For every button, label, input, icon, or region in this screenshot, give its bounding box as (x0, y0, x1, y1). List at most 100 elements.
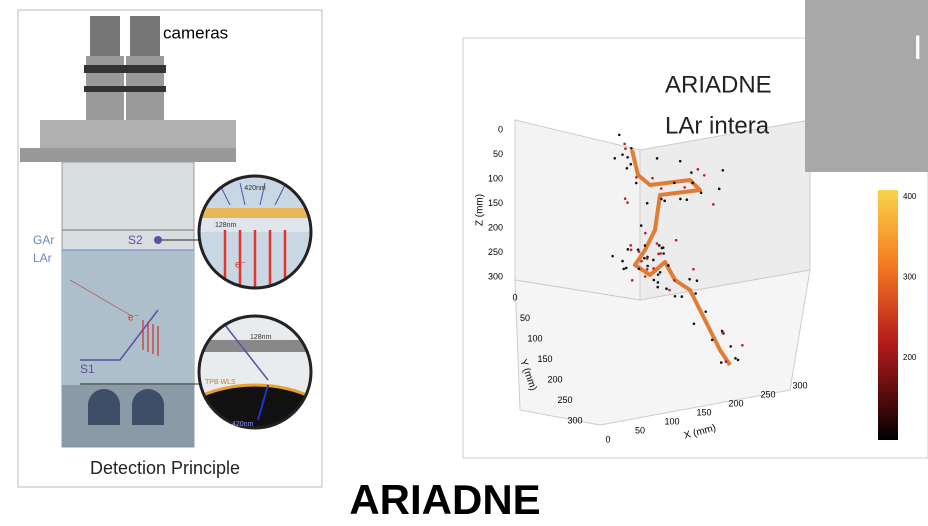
track-dot (699, 191, 703, 195)
plot-title: ARIADNE (665, 71, 772, 98)
track-dot (639, 224, 643, 227)
track-dot (704, 310, 708, 313)
track-dot (662, 252, 665, 255)
z-tick-label: 200 (488, 222, 503, 232)
track-dot (659, 187, 663, 190)
track-dot (659, 252, 662, 255)
track-dot (656, 281, 660, 284)
track-dot (644, 231, 647, 235)
track-dot (634, 181, 638, 185)
overlay-text: I (913, 29, 922, 67)
track-dot (717, 187, 721, 191)
track-dot (626, 155, 629, 159)
camera-label: cameras (163, 23, 228, 42)
track-dot (672, 181, 676, 185)
liquid-label: LAr (33, 251, 52, 265)
track-dot (626, 248, 630, 251)
track-dot (691, 181, 694, 185)
track-dot (657, 244, 661, 247)
track-dot (710, 338, 714, 342)
z-tick-label: 250 (488, 247, 503, 257)
x-tick-label: 0 (605, 434, 610, 444)
track-dot (637, 267, 641, 271)
track-dot (663, 199, 666, 203)
track-dot (668, 288, 671, 292)
x-tick-label: 50 (635, 425, 645, 435)
track-figure: Z (mm) Y (mm) X (mm) ARIADNE LAr intera … (462, 0, 928, 459)
y-tick-label: 50 (520, 313, 530, 323)
x-tick-label: 150 (696, 407, 711, 417)
detector-figure: cameras GAr LAr S2 S1 420nm 128nm e⁻ e⁻ … (17, 9, 323, 488)
track-dot (617, 133, 621, 137)
track-dot (692, 267, 695, 271)
y-tick-label: 100 (527, 333, 542, 343)
track-dot (673, 294, 677, 298)
track-dot (741, 343, 744, 347)
wavelength-label: 420nm (232, 421, 254, 428)
wavelength-label: 420nm (244, 185, 266, 192)
z-tick-label: 150 (488, 198, 503, 208)
wavelength-label: 128nm (250, 334, 272, 341)
track-dot (637, 250, 641, 253)
track-dot (683, 186, 686, 189)
track-dot (688, 277, 691, 281)
track-dot (646, 264, 649, 268)
colorbar-tick-label: 300 (903, 273, 917, 282)
track-dot (613, 156, 617, 160)
track-dot (724, 360, 728, 363)
track-dot (656, 273, 660, 276)
track-dot (640, 259, 643, 263)
z-tick-label: 0 (498, 124, 503, 134)
track-dot (680, 295, 684, 298)
x-tick-label: 300 (792, 380, 807, 390)
track-dot (702, 173, 706, 177)
track-dot (674, 238, 678, 242)
track-dot (643, 256, 646, 260)
track-dot (658, 271, 662, 274)
track-dot (721, 168, 725, 172)
electron-label: e⁻ (128, 313, 139, 324)
x-tick-label: 200 (728, 398, 743, 408)
s2-label: S2 (128, 233, 143, 247)
track-dot (712, 203, 715, 206)
track-dot (611, 254, 614, 258)
track-dot (622, 267, 626, 271)
track-dot (694, 292, 697, 295)
track-dot (729, 345, 733, 348)
track-dot (643, 275, 647, 278)
track-dot (656, 285, 660, 289)
track-dot (690, 171, 693, 174)
track-dot (652, 267, 655, 270)
track-dot (629, 244, 633, 247)
track-dot (692, 322, 696, 326)
x-tick-label: 250 (760, 389, 775, 399)
track-dot (660, 197, 663, 201)
track-dot (652, 278, 656, 282)
track-dot (655, 242, 659, 245)
track-dot (665, 287, 668, 291)
electron-label: e⁻ (235, 260, 246, 271)
track-dot (630, 147, 633, 150)
track-dot (678, 159, 682, 163)
track-dot (696, 168, 700, 171)
track-dot (657, 252, 660, 256)
y-tick-label: 150 (537, 354, 552, 364)
track-dot (636, 248, 640, 251)
track-dot (625, 166, 629, 170)
track-dot (719, 361, 723, 364)
track-dot (624, 147, 627, 150)
plot-title: LAr intera (665, 112, 770, 139)
track-dot (645, 201, 649, 205)
track-dot (623, 142, 626, 146)
y-tick-label: 0 (512, 292, 517, 302)
track-dot (635, 176, 638, 179)
track-dot (624, 266, 628, 270)
track-dot (645, 267, 649, 271)
track-dot (626, 201, 629, 204)
track-dot (679, 197, 682, 201)
track-dot (621, 153, 624, 156)
z-tick-label: 100 (488, 173, 503, 183)
gas-label: GAr (33, 233, 54, 247)
track-dot (643, 244, 647, 247)
